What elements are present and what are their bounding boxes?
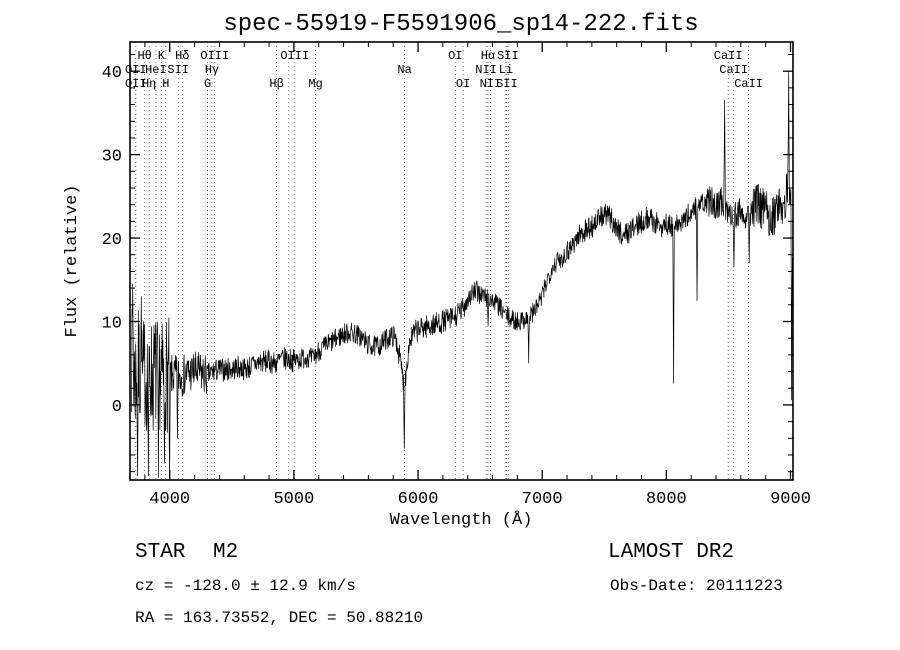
spectral-line-label: Mg	[308, 77, 322, 91]
spectrum-curve-layer	[130, 70, 793, 478]
cz-value: cz = -128.0 ± 12.9 km/s	[135, 577, 356, 595]
spectral-line-label: K	[158, 49, 166, 63]
spectral-line-label: NII	[480, 77, 502, 91]
spectral-line-label: SII	[497, 49, 519, 63]
y-tick-label: 10	[102, 314, 122, 333]
spectral-line-label: Hγ	[205, 63, 219, 77]
object-subclass-label: M2	[213, 541, 238, 564]
spectral-line-label: SII	[167, 63, 189, 77]
spectral-line-label: G	[204, 77, 211, 91]
x-axis-label: Wavelength (Å)	[390, 511, 533, 530]
spectral-line-label: Hδ	[175, 49, 189, 63]
spectral-line-label: Hβ	[269, 77, 283, 91]
y-tick-label: 40	[102, 64, 122, 83]
spectral-line-label: CaII	[719, 63, 748, 77]
spectral-line-label: OI	[456, 77, 470, 91]
ra-dec: RA = 163.73552, DEC = 50.88210	[135, 609, 423, 627]
x-tick-label: 4000	[149, 490, 190, 509]
y-axis-label: Flux (relative)	[63, 184, 82, 337]
spectral-line-label: Hθ	[137, 49, 151, 63]
plot-box	[129, 41, 794, 481]
spectral-line-label: HeI	[145, 63, 167, 77]
spectral-line-label: OIII	[200, 49, 229, 63]
y-tick-label: 30	[102, 148, 122, 167]
spectral-line-label: CaII	[714, 49, 743, 63]
spectral-line-label: SII	[496, 77, 518, 91]
spectral-line-label: Hη	[142, 77, 156, 91]
spectral-line-label: Li	[499, 63, 513, 77]
x-tick-label: 8000	[646, 490, 687, 509]
object-class-label: STAR	[135, 541, 186, 564]
spectral-line-label: OI	[448, 49, 462, 63]
spectral-line-label: OIII	[280, 49, 309, 63]
x-tick-label: 7000	[522, 490, 563, 509]
x-tick-label: 9000	[770, 490, 811, 509]
spectrum-line	[130, 70, 793, 478]
spectral-line-label: CaII	[734, 77, 763, 91]
spectral-line-label: Na	[397, 63, 411, 77]
spectral-line-label: Hα	[481, 49, 495, 63]
y-tick-label: 0	[112, 398, 122, 417]
plot-title: spec-55919-F5591906_sp14-222.fits	[223, 11, 698, 38]
x-tick-label: 6000	[398, 490, 439, 509]
axes-layer: 4000 5000 6000 7000 8000 9000 0 10 20 30 40	[102, 41, 811, 509]
spectral-line-label: NII	[475, 63, 497, 77]
spectral-line-label: OII	[125, 63, 147, 77]
obs-date: Obs-Date: 20111223	[610, 577, 783, 595]
spectral-lines-layer	[135, 42, 749, 480]
x-tick-label: 5000	[273, 490, 314, 509]
spectral-line-label: H	[162, 77, 169, 91]
y-tick-label: 20	[102, 231, 122, 250]
survey-label: LAMOST DR2	[608, 541, 734, 564]
